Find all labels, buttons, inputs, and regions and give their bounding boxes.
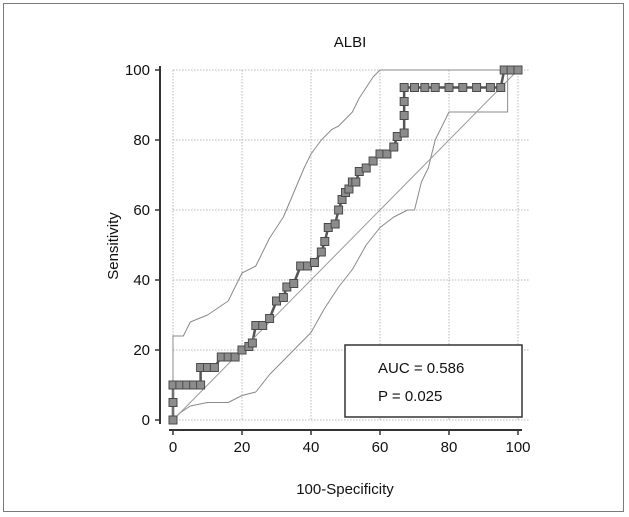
y-tick-label: 80 [133, 132, 150, 149]
roc-point-marker [399, 83, 409, 92]
roc-point-marker [399, 111, 409, 120]
roc-point-marker [289, 279, 299, 288]
p-value-label: P = 0.025 [378, 388, 442, 405]
roc-point-marker [209, 363, 219, 372]
roc-point-marker [420, 83, 430, 92]
roc-point-marker [444, 83, 454, 92]
reference-line [172, 69, 519, 421]
x-tick-label: 0 [169, 439, 177, 456]
y-tick-label: 20 [133, 342, 150, 359]
chart-title: ALBI [334, 34, 367, 51]
x-tick-label: 20 [234, 439, 251, 456]
roc-point-marker [458, 83, 468, 92]
roc-point-marker [410, 83, 419, 92]
roc-point-marker [309, 258, 319, 267]
roc-point-marker [258, 321, 268, 330]
roc-point-marker [247, 338, 257, 348]
roc-point-marker [361, 163, 371, 173]
x-axis-label: 100-Specificity [296, 481, 394, 498]
x-tick-label: 100 [505, 439, 530, 456]
lower_ci-line [172, 69, 518, 421]
x-tick-label: 80 [441, 439, 458, 456]
upper_ci-line [172, 69, 518, 420]
roc-point-marker [230, 352, 240, 362]
roc-point-marker [399, 128, 409, 138]
y-tick-label: 100 [125, 62, 150, 79]
x-tick-label: 40 [303, 439, 320, 456]
tick-labels: 0 20 40 60 80 100 0 20 40 60 80 100 [125, 62, 531, 456]
roc-point-marker [196, 380, 206, 390]
roc-point-marker [265, 314, 275, 323]
stats-box [344, 344, 523, 418]
roc-point-marker [472, 83, 482, 92]
y-tick-label: 60 [133, 202, 150, 219]
roc-point-marker [278, 293, 288, 302]
roc-point-marker [368, 156, 378, 166]
roc-point-marker [430, 83, 440, 92]
axes [155, 66, 522, 435]
x-tick-label: 60 [372, 439, 389, 456]
roc-point-marker [496, 83, 506, 92]
roc-point-marker [168, 415, 178, 425]
figure-frame [3, 3, 624, 512]
roc-point-marker [316, 247, 326, 257]
roc-point-marker [168, 398, 178, 407]
y-tick-label: 0 [142, 412, 150, 429]
auc-label: AUC = 0.586 [378, 360, 464, 377]
roc-markers [168, 65, 523, 425]
roc-point-marker [389, 142, 399, 152]
y-axis-label: Sensitivity [105, 212, 122, 280]
roc-point-marker [382, 149, 392, 159]
roc-point-marker [485, 83, 495, 92]
y-tick-label: 40 [133, 272, 150, 289]
roc-point-marker [513, 65, 523, 75]
roc-point-marker [351, 177, 361, 187]
roc-point-marker [320, 237, 330, 246]
roc-point-marker [399, 97, 409, 106]
roc-point-marker [334, 205, 344, 215]
roc-point-marker [330, 219, 340, 229]
